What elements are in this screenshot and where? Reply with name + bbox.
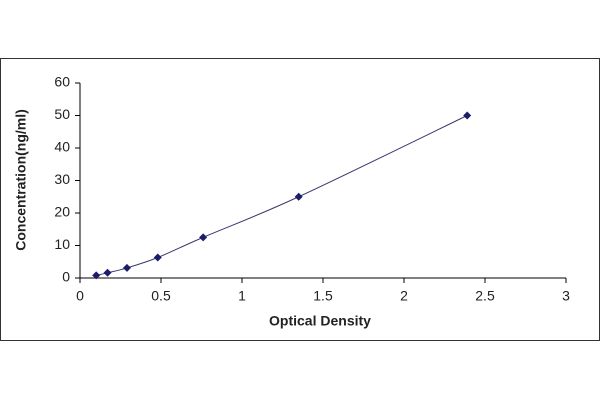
y-tick-label: 0 — [62, 269, 70, 285]
y-tick-label: 40 — [54, 139, 70, 155]
data-point — [92, 271, 101, 280]
data-point — [463, 111, 472, 120]
y-tick-label: 30 — [54, 171, 70, 187]
data-point — [122, 263, 131, 272]
x-tick-label: 3 — [562, 288, 570, 304]
data-point — [153, 253, 162, 262]
data-point — [199, 233, 208, 242]
x-tick-label: 1 — [238, 288, 246, 304]
y-axis-title: Concentration(ng/ml) — [13, 109, 29, 251]
x-axis-title: Optical Density — [269, 313, 371, 329]
x-tick-label: 2 — [400, 288, 408, 304]
y-tick-label: 50 — [54, 106, 70, 122]
data-point — [294, 192, 303, 201]
y-tick-label: 10 — [54, 236, 70, 252]
y-tick-label: 20 — [54, 204, 70, 220]
x-tick-label: 2.5 — [475, 288, 495, 304]
x-tick-label: 0.5 — [151, 288, 171, 304]
y-tick-label: 60 — [54, 74, 70, 90]
chart-frame — [0, 58, 600, 341]
data-point — [103, 268, 112, 277]
x-tick-label: 0 — [76, 288, 84, 304]
x-tick-label: 1.5 — [313, 288, 333, 304]
